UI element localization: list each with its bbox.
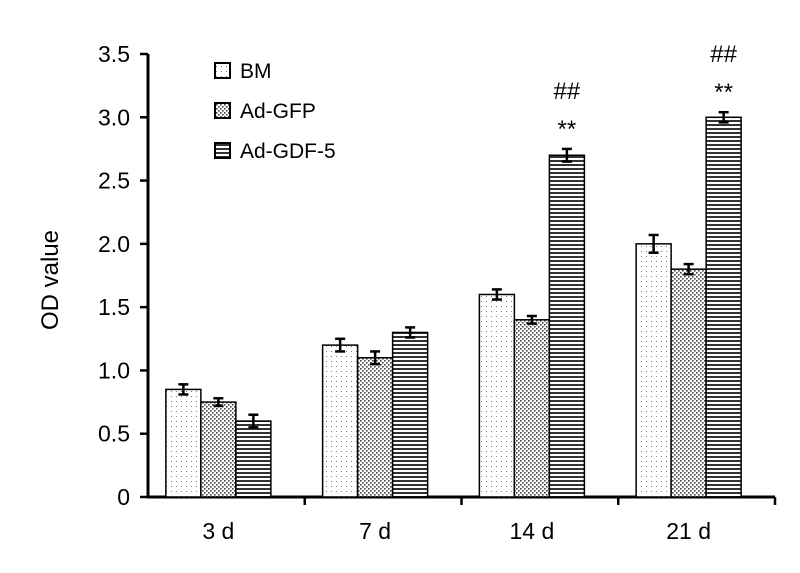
x-tick-label: 14 d [509,518,554,544]
legend-label: Ad-GFP [240,100,316,123]
bar [235,420,272,498]
legend-swatch [214,142,231,159]
bar [548,154,586,498]
x-tick-label: 21 d [666,518,711,544]
y-tick-label: 2.0 [98,231,130,257]
y-tick-label: 0 [117,484,130,510]
significance-annotation: ## [554,78,581,105]
y-tick-label: 0.5 [98,421,130,447]
legend-swatch [214,102,231,119]
bar [478,293,516,498]
significance-annotation: ** [558,116,577,143]
y-tick-label: 3.0 [98,104,130,130]
y-tick-label: 3.5 [98,41,130,67]
y-tick-label: 2.5 [98,168,130,194]
significance-annotation: ## [710,41,737,68]
bar [513,319,551,498]
legend-swatch [214,62,231,79]
y-axis-label: OD value [37,230,64,330]
bar [200,401,237,498]
bar [670,268,707,498]
legend-label: Ad-GDF-5 [240,140,336,163]
bar [356,357,394,498]
bar [705,116,742,498]
x-tick-label: 7 d [359,518,391,544]
legend: BM Ad-GFP Ad-GDF-5 [214,60,336,163]
y-tick-label: 1.0 [98,357,130,383]
bar [635,243,672,498]
legend-label: BM [240,60,272,83]
bar [321,344,359,498]
y-tick-label: 1.5 [98,294,130,320]
bar [391,331,429,498]
bar [165,388,202,498]
bars: ## ** ## ** [165,41,742,498]
significance-annotation: ** [714,79,733,106]
x-tick-label: 3 d [202,518,234,544]
